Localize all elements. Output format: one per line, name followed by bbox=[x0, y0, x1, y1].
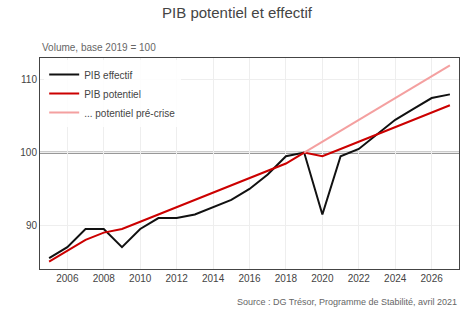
svg-text:90: 90 bbox=[26, 220, 38, 231]
svg-text:2014: 2014 bbox=[202, 273, 225, 284]
svg-text:2018: 2018 bbox=[275, 273, 298, 284]
svg-text:PIB potentiel: PIB potentiel bbox=[84, 89, 141, 100]
svg-text:PIB potentiel et effectif: PIB potentiel et effectif bbox=[162, 4, 313, 21]
svg-text:2016: 2016 bbox=[238, 273, 261, 284]
svg-text:2012: 2012 bbox=[166, 273, 189, 284]
svg-text:Source : DG Trésor, Programme: Source : DG Trésor, Programme de Stabili… bbox=[237, 297, 457, 307]
svg-text:... potentiel pré-crise: ... potentiel pré-crise bbox=[84, 108, 175, 119]
svg-text:2026: 2026 bbox=[421, 273, 444, 284]
svg-text:100: 100 bbox=[20, 147, 37, 158]
svg-text:2024: 2024 bbox=[384, 273, 407, 284]
svg-text:PIB effectif: PIB effectif bbox=[84, 70, 132, 81]
svg-text:Volume, base 2019 = 100: Volume, base 2019 = 100 bbox=[42, 42, 156, 53]
svg-text:2006: 2006 bbox=[56, 273, 79, 284]
svg-text:2010: 2010 bbox=[129, 273, 152, 284]
svg-text:2022: 2022 bbox=[348, 273, 371, 284]
svg-text:2008: 2008 bbox=[93, 273, 116, 284]
svg-text:110: 110 bbox=[21, 74, 37, 85]
svg-text:2020: 2020 bbox=[311, 273, 334, 284]
